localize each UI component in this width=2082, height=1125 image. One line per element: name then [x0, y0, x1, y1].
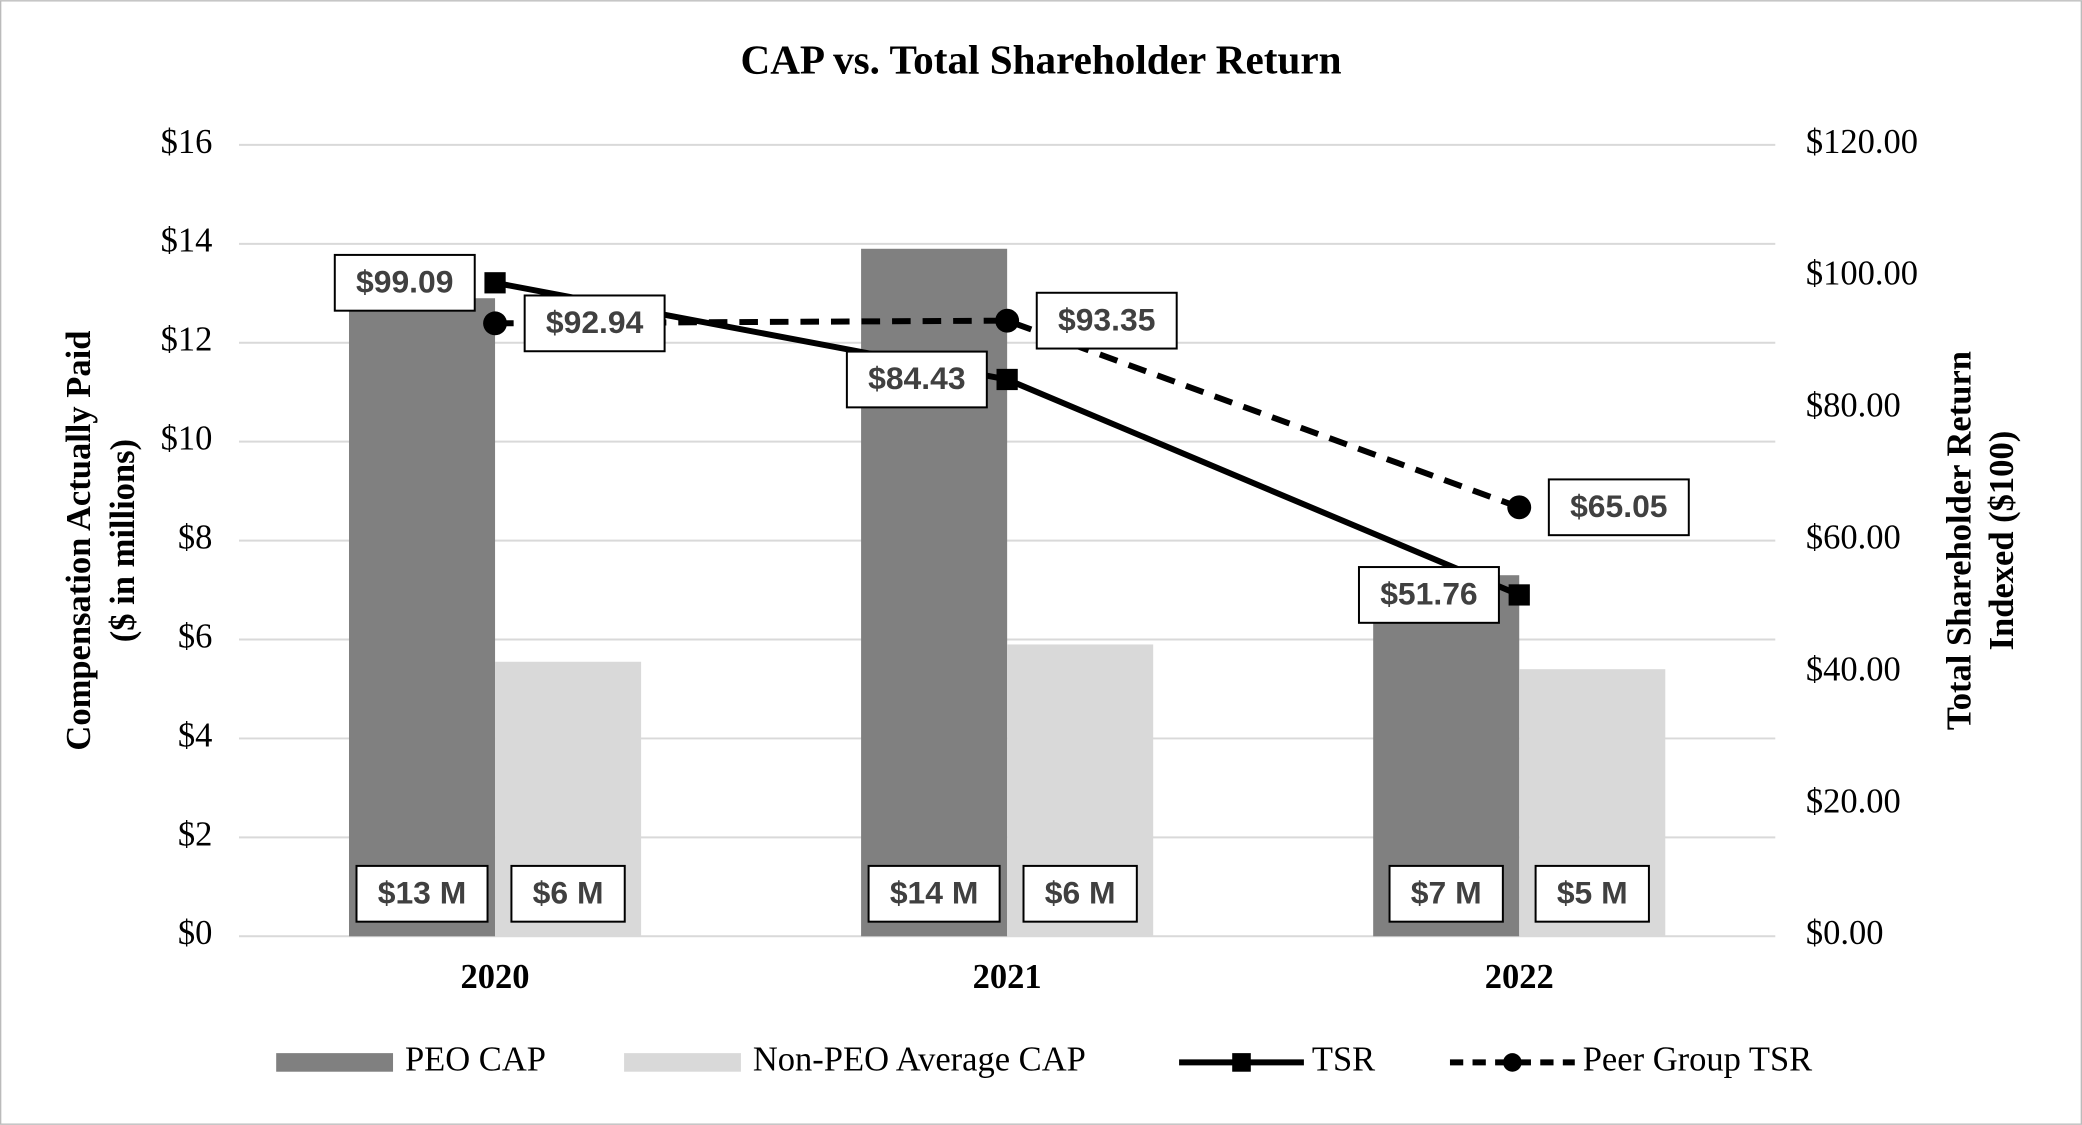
line-value-label-box: $93.35	[1035, 291, 1178, 350]
bar-value-label: $5 M	[1557, 875, 1628, 911]
legend-label: TSR	[1312, 1040, 1375, 1078]
label-box	[355, 864, 489, 923]
y-axis-label: Compensation Actually Paid	[60, 331, 98, 751]
y-tick-label: $4	[178, 716, 213, 754]
y-tick-label: $2	[178, 815, 213, 853]
bar-value-label-box: $13 M	[355, 864, 489, 923]
label-box	[1357, 566, 1500, 624]
label-box	[1035, 291, 1178, 350]
y2-tick-label: $0.00	[1806, 914, 1884, 952]
label-box	[333, 253, 476, 312]
label-box	[867, 864, 1001, 923]
line-value-label-box: $51.76	[1357, 566, 1500, 624]
y2-tick-label: $20.00	[1806, 782, 1901, 820]
line-value-label: $99.09	[356, 264, 453, 300]
line-value-label: $93.35	[1058, 301, 1155, 337]
y2-tick-label: $120.00	[1806, 123, 1918, 161]
bar-value-label-box: $14 M	[867, 864, 1001, 923]
legend-swatch	[624, 1053, 741, 1072]
y-tick-label: $6	[178, 617, 213, 655]
line-value-label: $51.76	[1380, 576, 1477, 612]
marker	[484, 272, 506, 294]
bar-value-label: $7 M	[1411, 875, 1482, 911]
line-value-label-box: $92.94	[523, 294, 666, 353]
legend-label: Non-PEO Average CAP	[753, 1040, 1086, 1078]
y-tick-label: $8	[178, 519, 213, 557]
bar	[348, 298, 496, 937]
legend-marker	[1232, 1053, 1251, 1072]
line-value-label-box: $99.09	[333, 253, 476, 312]
label-box	[523, 294, 666, 353]
bar-value-label-box: $6 M	[510, 864, 626, 923]
x-tick-label: 2020	[461, 958, 530, 996]
y2-axis-label: Total Shareholder Return	[1940, 351, 1978, 730]
bar-value-label: $6 M	[533, 875, 604, 911]
line	[495, 317, 1521, 511]
label-box	[1022, 864, 1138, 923]
marker	[996, 368, 1018, 391]
line-value-label: $84.43	[868, 360, 965, 396]
bar-value-label-box: $5 M	[1534, 864, 1650, 923]
marker	[1508, 584, 1530, 606]
label-box	[510, 864, 626, 923]
bar-value-label: $6 M	[1045, 875, 1116, 911]
line-value-label-box: $84.43	[845, 350, 988, 409]
legend-label: PEO CAP	[405, 1040, 546, 1078]
label-box	[1534, 864, 1650, 923]
y2-tick-label: $40.00	[1806, 650, 1901, 688]
y2-tick-label: $80.00	[1806, 387, 1901, 425]
label-box	[1388, 864, 1504, 923]
line-value-label-box: $65.05	[1547, 478, 1690, 537]
x-tick-label: 2021	[973, 958, 1042, 996]
x-tick-label: 2022	[1485, 958, 1554, 996]
legend-label: Peer Group TSR	[1583, 1040, 1812, 1078]
y-axis-label: ($ in millions)	[104, 439, 142, 642]
marker	[483, 311, 508, 336]
line-value-label: $65.05	[1570, 488, 1667, 524]
bar-value-label-box: $7 M	[1388, 864, 1504, 923]
y2-tick-label: $100.00	[1806, 255, 1918, 293]
marker	[995, 308, 1020, 333]
legend-swatch	[276, 1053, 394, 1072]
chart-title: CAP vs. Total Shareholder Return	[740, 36, 1341, 82]
y2-axis-label: Indexed ($100)	[1983, 431, 2021, 651]
legend-marker	[1503, 1053, 1522, 1072]
y-tick-label: $10	[161, 420, 213, 458]
label-box	[1547, 478, 1690, 537]
y-tick-label: $12	[161, 321, 213, 359]
marker	[1507, 495, 1532, 520]
line-value-label: $92.94	[546, 304, 644, 340]
y2-tick-label: $60.00	[1806, 519, 1901, 557]
y-tick-label: $0	[178, 914, 213, 952]
y-tick-label: $14	[161, 222, 213, 260]
label-box	[845, 350, 988, 409]
bar-value-label: $14 M	[890, 875, 979, 911]
bar-value-label: $13 M	[378, 875, 467, 911]
y-tick-label: $16	[161, 123, 213, 161]
bar-value-label-box: $6 M	[1022, 864, 1138, 923]
